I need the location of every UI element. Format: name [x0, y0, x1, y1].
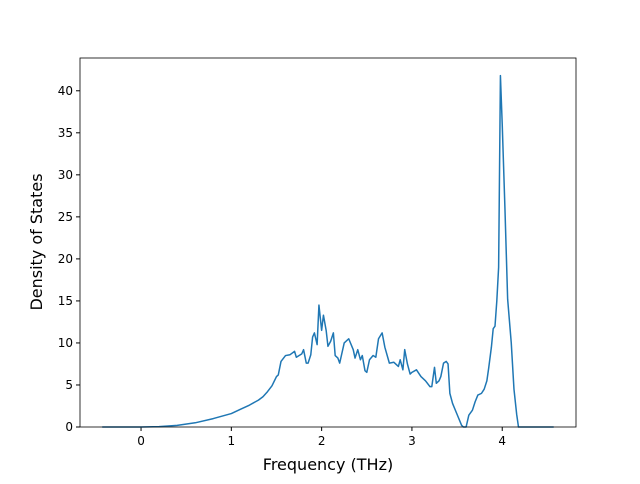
x-tick-label: 3: [408, 434, 416, 448]
y-axis-label: Density of States: [27, 173, 46, 310]
x-tick-label: 4: [498, 434, 506, 448]
x-tick-label: 2: [318, 434, 326, 448]
y-tick-label: 15: [58, 294, 73, 308]
y-tick-label: 30: [58, 168, 73, 182]
y-tick-label: 40: [58, 84, 73, 98]
y-tick-label: 25: [58, 210, 73, 224]
x-tick-label: 0: [137, 434, 145, 448]
y-tick-label: 20: [58, 252, 73, 266]
y-tick-label: 10: [58, 336, 73, 350]
y-tick-label: 5: [65, 378, 73, 392]
y-tick-label: 35: [58, 126, 73, 140]
plot-frame: [79, 57, 577, 428]
y-tick-label: 0: [65, 420, 73, 434]
x-axis-label: Frequency (THz): [263, 455, 393, 474]
x-tick-label: 1: [228, 434, 236, 448]
line: [102, 74, 554, 428]
